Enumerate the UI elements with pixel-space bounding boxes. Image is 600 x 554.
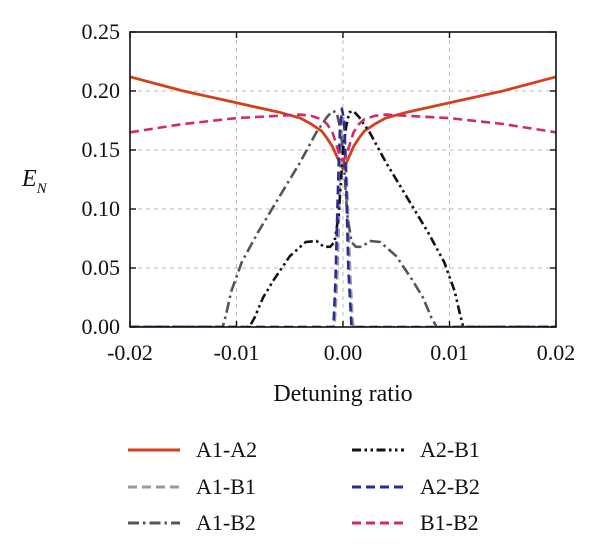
series-line-a2-b1 — [130, 109, 556, 327]
legend-label-a2-b2: A2-B2 — [420, 474, 480, 499]
legend-label-a2-b1: A2-B1 — [420, 437, 480, 462]
series-line-a2-b2 — [130, 107, 556, 327]
y-tick-label: 0.25 — [82, 19, 121, 44]
x-tick-label: 0.00 — [324, 340, 363, 365]
y-tick-label: 0.00 — [82, 314, 121, 339]
y-tick-label: 0.05 — [82, 255, 121, 280]
series-line-a1-b2 — [130, 109, 556, 327]
x-axis-title: Detuning ratio — [273, 381, 412, 407]
y-tick-label: 0.15 — [82, 137, 121, 162]
legend-label-a1-b2: A1-B2 — [196, 510, 256, 535]
legend-label-a1-a2: A1-A2 — [196, 437, 257, 462]
legend-label-a1-b1: A1-B1 — [196, 474, 256, 499]
y-axis-title-main: E — [21, 166, 37, 192]
y-axis-title: EN — [21, 166, 48, 197]
legend-label-b1-b2: B1-B2 — [420, 510, 479, 535]
x-tick-label: -0.02 — [107, 340, 153, 365]
series-line-a1-a2 — [130, 75, 556, 171]
series-lines — [130, 75, 556, 327]
legend: A1-A2 A1-B1 A1-B2 A2-B1 A2-B2 B1-B2 — [128, 437, 480, 535]
y-tick-label: 0.10 — [82, 196, 121, 221]
x-tick-label: 0.02 — [537, 340, 576, 365]
x-tick-label: -0.01 — [214, 340, 260, 365]
x-tick-label: 0.01 — [430, 340, 469, 365]
y-axis-title-subscript: N — [36, 181, 48, 197]
series-line-b1-b2 — [130, 113, 556, 162]
grid — [129, 31, 557, 328]
axis-ticks: -0.02 -0.01 0.00 0.01 0.02 0.00 0.05 0.10 0.15 0.… — [82, 19, 576, 365]
y-tick-label: 0.20 — [82, 78, 121, 103]
